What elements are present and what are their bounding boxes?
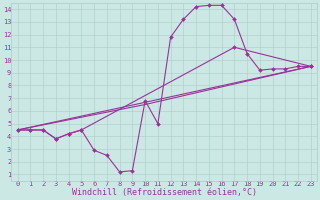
X-axis label: Windchill (Refroidissement éolien,°C): Windchill (Refroidissement éolien,°C)	[72, 188, 257, 197]
